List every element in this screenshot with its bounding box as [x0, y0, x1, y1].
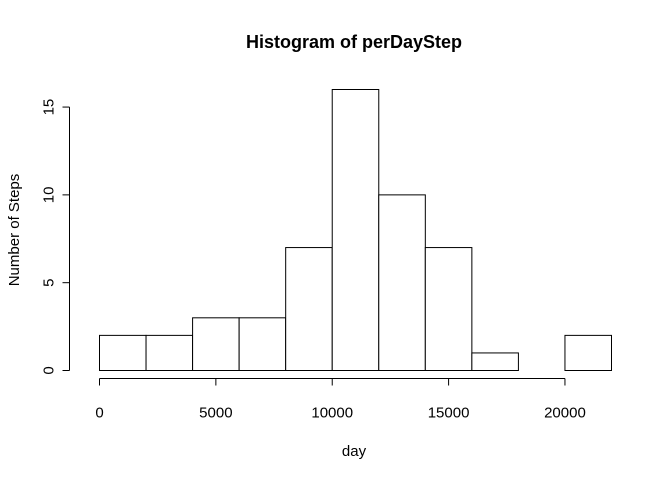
x-tick-label: 15000: [428, 405, 470, 422]
histogram-bar-6: [331, 89, 380, 371]
x-tick-label: 0: [95, 405, 103, 422]
x-axis: 0 5000 10000 15000 20000: [95, 378, 586, 422]
y-tick-label: 10: [41, 187, 58, 204]
histogram-bar-4: [238, 317, 287, 371]
y-axis: 0 5 10 15: [41, 99, 70, 375]
x-tick-label: 5000: [199, 405, 232, 422]
histogram-bar-1: [99, 334, 147, 371]
y-axis-label: Number of Steps: [6, 174, 23, 287]
histogram-bar-8: [424, 247, 473, 371]
y-tick-label: 0: [41, 366, 58, 374]
y-tick-label: 5: [41, 279, 58, 287]
histogram-bars: [99, 89, 612, 371]
histogram-bar-7: [378, 194, 426, 371]
x-axis-label: day: [342, 443, 367, 460]
histogram-bar-2: [145, 334, 194, 371]
x-tick-label: 20000: [544, 405, 586, 422]
x-tick-label: 10000: [311, 405, 353, 422]
histogram-bar-9: [471, 352, 519, 371]
y-tick-label: 15: [41, 99, 58, 116]
histogram-bar-5: [285, 247, 333, 371]
histogram-bar-11: [564, 334, 612, 371]
chart-title: Histogram of perDayStep: [246, 32, 462, 52]
histogram-bar-3: [192, 317, 240, 371]
